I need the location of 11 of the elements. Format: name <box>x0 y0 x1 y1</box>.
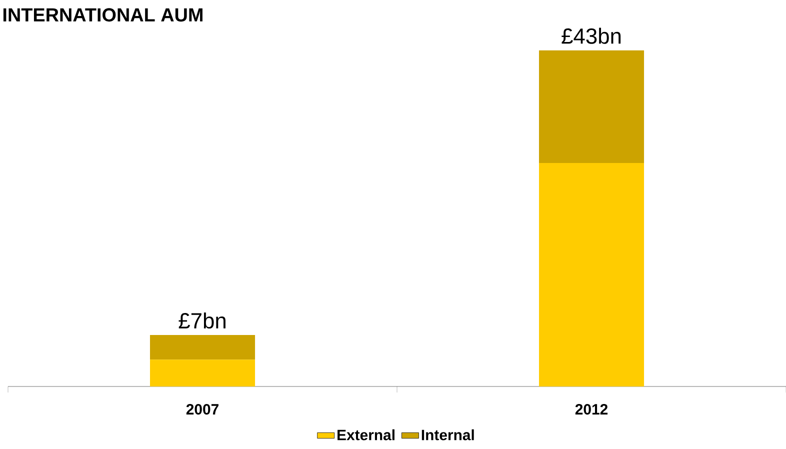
legend-label: Internal <box>422 429 474 440</box>
x-tick-label: 2007 <box>186 404 218 415</box>
bar <box>538 50 644 163</box>
x-tick-label: 2012 <box>575 404 608 415</box>
annotation: £43bn <box>562 28 621 44</box>
legend-label: External <box>338 429 394 440</box>
chart-title: INTERNATIONAL AUM <box>3 8 202 22</box>
bar <box>538 162 644 386</box>
annotation: £7bn <box>178 312 226 329</box>
bar <box>150 360 256 386</box>
bar <box>150 335 256 360</box>
